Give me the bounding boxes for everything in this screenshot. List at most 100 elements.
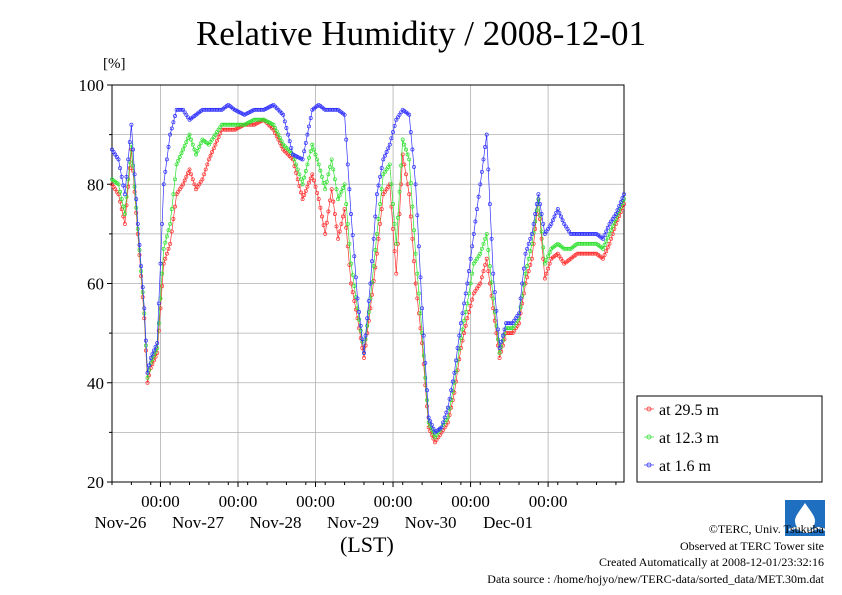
data-point — [324, 220, 329, 225]
data-point — [153, 344, 158, 349]
data-point — [486, 269, 491, 274]
data-point — [366, 298, 371, 303]
legend-marker — [646, 462, 652, 468]
data-point — [539, 236, 544, 241]
data-point — [528, 249, 533, 254]
data-point — [592, 251, 597, 256]
legend-item: at 1.6 m — [644, 458, 712, 475]
data-point — [273, 126, 278, 130]
data-point — [412, 228, 416, 233]
data-point — [140, 285, 145, 290]
data-point — [428, 419, 433, 424]
data-point — [160, 284, 165, 288]
data-point — [408, 181, 413, 185]
data-point — [605, 235, 610, 240]
data-point — [127, 166, 132, 171]
data-point — [373, 214, 378, 219]
data-point — [118, 189, 123, 194]
data-point — [187, 167, 192, 172]
data-point — [452, 370, 457, 375]
series-line — [111, 119, 625, 439]
data-point — [173, 204, 177, 209]
data-point — [460, 327, 465, 332]
data-point — [124, 174, 129, 179]
data-point — [332, 177, 337, 182]
data-point — [517, 311, 521, 316]
data-point — [355, 296, 360, 301]
data-point — [402, 142, 407, 147]
x-tick-time-label: 00:00 — [141, 492, 180, 511]
data-point — [362, 355, 366, 360]
data-point — [612, 220, 617, 225]
data-point — [604, 249, 609, 254]
data-point — [119, 174, 124, 179]
data-point — [352, 254, 357, 259]
data-point — [274, 129, 279, 134]
data-point — [541, 221, 546, 226]
data-point — [533, 212, 538, 216]
data-point — [389, 182, 394, 187]
data-point — [171, 217, 176, 221]
data-point — [463, 323, 468, 328]
data-point — [394, 241, 399, 246]
data-point — [415, 296, 420, 301]
data-point — [363, 333, 368, 338]
data-point — [185, 171, 190, 176]
legend-item: at 12.3 m — [644, 430, 720, 447]
data-point — [145, 375, 150, 380]
data-point — [499, 339, 504, 344]
data-point — [137, 243, 142, 247]
data-point — [454, 358, 458, 363]
data-point — [303, 140, 308, 145]
data-point — [592, 231, 597, 236]
data-point — [462, 318, 467, 323]
data-point — [352, 298, 357, 303]
data-point — [341, 214, 345, 219]
data-point — [187, 132, 192, 137]
data-point — [486, 167, 491, 172]
x-tick-date-label: Nov-28 — [250, 513, 302, 532]
data-point — [352, 284, 357, 288]
data-point — [604, 239, 609, 244]
data-point — [168, 221, 173, 226]
data-point — [310, 172, 315, 177]
data-point — [303, 169, 308, 173]
data-point — [134, 197, 139, 202]
data-point — [460, 311, 465, 316]
data-point — [478, 251, 483, 256]
data-point — [441, 420, 446, 425]
data-point — [483, 262, 488, 267]
data-point — [156, 328, 161, 333]
data-point — [318, 205, 323, 210]
data-point — [520, 281, 525, 286]
data-point — [286, 132, 291, 137]
series-1 — [110, 117, 626, 445]
y-tick-label: 60 — [87, 275, 104, 294]
data-point — [379, 166, 384, 171]
data-point — [389, 136, 394, 141]
data-point — [216, 135, 221, 140]
data-point — [179, 107, 184, 112]
data-point — [284, 126, 289, 130]
data-point — [491, 306, 496, 311]
data-point — [567, 246, 572, 251]
data-point — [164, 157, 169, 162]
data-point — [344, 202, 349, 207]
data-point — [462, 331, 467, 336]
data-point — [405, 152, 410, 157]
observed-text: Observed at TERC Tower site — [679, 538, 824, 553]
data-point — [491, 271, 496, 276]
data-point — [399, 163, 404, 168]
data-point — [323, 187, 328, 192]
data-point — [487, 264, 492, 269]
data-point — [426, 415, 431, 420]
data-point — [139, 264, 144, 269]
data-point — [609, 236, 614, 241]
data-point — [528, 236, 533, 241]
data-point — [525, 264, 530, 269]
data-point — [620, 196, 625, 201]
data-point — [174, 162, 179, 167]
data-point — [206, 157, 211, 162]
data-point — [458, 321, 463, 326]
data-point — [134, 205, 139, 210]
